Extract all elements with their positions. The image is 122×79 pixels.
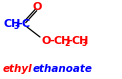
Text: CH: CH <box>54 36 71 46</box>
Text: -: - <box>49 36 54 46</box>
Text: CH: CH <box>72 36 89 46</box>
Text: ethanoate: ethanoate <box>33 64 93 74</box>
Text: CH: CH <box>3 19 20 29</box>
Text: ethyl: ethyl <box>3 64 33 74</box>
Text: O: O <box>32 2 42 12</box>
Text: -: - <box>17 19 22 29</box>
Text: 3: 3 <box>82 39 87 48</box>
Text: O: O <box>41 36 50 46</box>
Text: 3: 3 <box>14 22 19 31</box>
Text: 2: 2 <box>64 39 69 48</box>
Text: -: - <box>67 36 72 46</box>
Text: C: C <box>22 19 30 29</box>
